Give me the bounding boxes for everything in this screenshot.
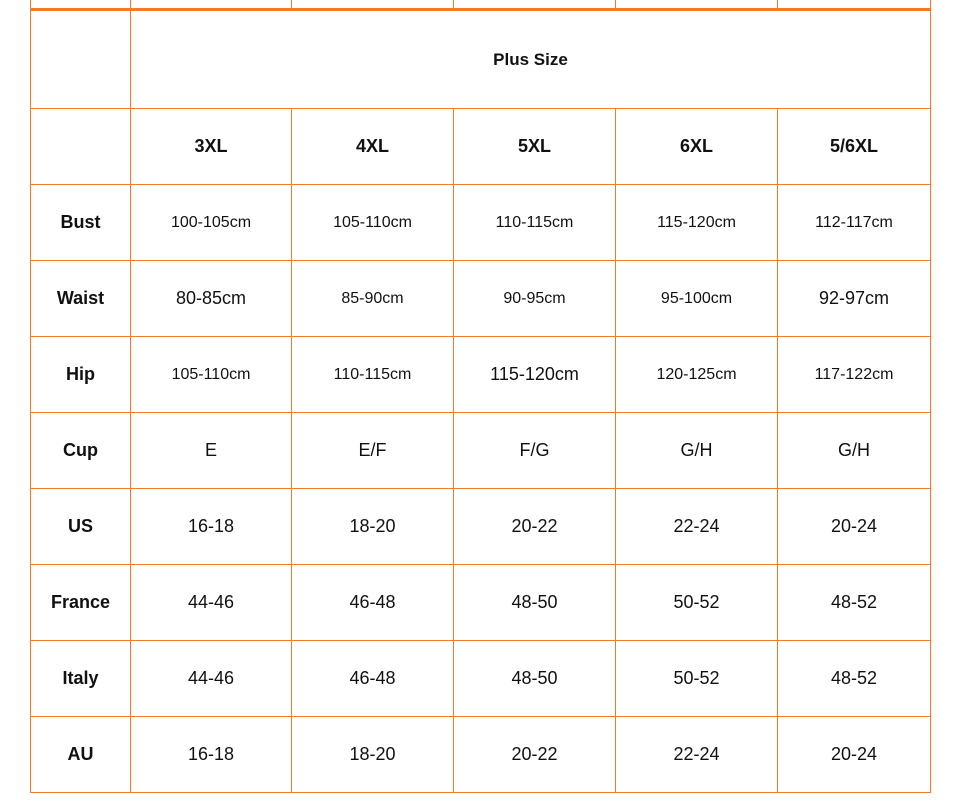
table-cell: 110-115cm (453, 184, 616, 261)
table-cell: 44-46 (130, 640, 292, 717)
table-cell: 16-18 (130, 488, 292, 565)
table-row: Waist 80-85cm 85-90cm 90-95cm 95-100cm 92-97c… (30, 260, 931, 337)
table-cell: 112-117cm (777, 184, 931, 261)
row-label: Bust (30, 184, 131, 261)
table-row: France 44-46 46-48 48-50 50-52 48-52 (30, 564, 931, 641)
table-cell (291, 0, 454, 11)
table-cell: 110-115cm (291, 336, 454, 413)
table-cell: 115-120cm (453, 336, 616, 413)
table-cell: 48-52 (777, 640, 931, 717)
size-header: 4XL (291, 108, 454, 185)
table-cell: 117-122cm (777, 336, 931, 413)
table-cell: 16-18 (130, 716, 292, 793)
table-row: Bust 100-105cm 105-110cm 110-115cm 115-120cm… (30, 184, 931, 261)
table-cell: G/H (777, 412, 931, 489)
table-cell: 115-120cm (615, 184, 778, 261)
table-cell: 105-110cm (130, 336, 292, 413)
table-cell: 46-48 (291, 564, 454, 641)
table-cell: 18-20 (291, 716, 454, 793)
table-cell: 80-85cm (130, 260, 292, 337)
table-cell: F/G (453, 412, 616, 489)
header-row: 3XL 4XL 5XL 6XL 5/6XL (30, 108, 931, 185)
row-label: Cup (30, 412, 131, 489)
table-cell: 48-50 (453, 640, 616, 717)
size-chart-table: Plus Size 3XL 4XL 5XL 6XL 5/6XL Bust 100-105cm… (30, 0, 931, 793)
row-label: Waist (30, 260, 131, 337)
empty-header-cell (30, 108, 131, 185)
empty-corner-cell (30, 9, 131, 109)
table-cell: 120-125cm (615, 336, 778, 413)
table-row: Hip 105-110cm 110-115cm 115-120cm 120-125cm 1… (30, 336, 931, 413)
table-cell: 100-105cm (130, 184, 292, 261)
table-cell: 50-52 (615, 564, 778, 641)
table-cell (30, 0, 131, 11)
table-cell: 18-20 (291, 488, 454, 565)
table-row: Italy 44-46 46-48 48-50 50-52 48-52 (30, 640, 931, 717)
title-row: Plus Size (30, 9, 931, 109)
table-cell: 48-50 (453, 564, 616, 641)
table-cell: 105-110cm (291, 184, 454, 261)
table-cell: 20-24 (777, 716, 931, 793)
table-cell: 20-22 (453, 716, 616, 793)
table-cell (615, 0, 778, 11)
table-cell (130, 0, 292, 11)
size-header: 6XL (615, 108, 778, 185)
size-header: 5/6XL (777, 108, 931, 185)
table-cell: 22-24 (615, 488, 778, 565)
table-cell: E (130, 412, 292, 489)
previous-table-row (30, 0, 931, 11)
table-row: Cup E E/F F/G G/H G/H (30, 412, 931, 489)
size-header: 5XL (453, 108, 616, 185)
table-cell: 20-24 (777, 488, 931, 565)
row-label: France (30, 564, 131, 641)
table-cell: 20-22 (453, 488, 616, 565)
table-cell: 90-95cm (453, 260, 616, 337)
table-cell: 50-52 (615, 640, 778, 717)
table-cell: 48-52 (777, 564, 931, 641)
table-title: Plus Size (130, 9, 931, 109)
table-cell: 22-24 (615, 716, 778, 793)
row-label: US (30, 488, 131, 565)
table-row: AU 16-18 18-20 20-22 22-24 20-24 (30, 716, 931, 793)
row-label: AU (30, 716, 131, 793)
table-cell: 95-100cm (615, 260, 778, 337)
table-cell: 85-90cm (291, 260, 454, 337)
table-cell: 92-97cm (777, 260, 931, 337)
table-cell: 44-46 (130, 564, 292, 641)
table-cell (777, 0, 931, 11)
table-cell: G/H (615, 412, 778, 489)
table-cell: E/F (291, 412, 454, 489)
size-header: 3XL (130, 108, 292, 185)
table-row: US 16-18 18-20 20-22 22-24 20-24 (30, 488, 931, 565)
table-cell: 46-48 (291, 640, 454, 717)
row-label: Italy (30, 640, 131, 717)
table-cell (453, 0, 616, 11)
row-label: Hip (30, 336, 131, 413)
